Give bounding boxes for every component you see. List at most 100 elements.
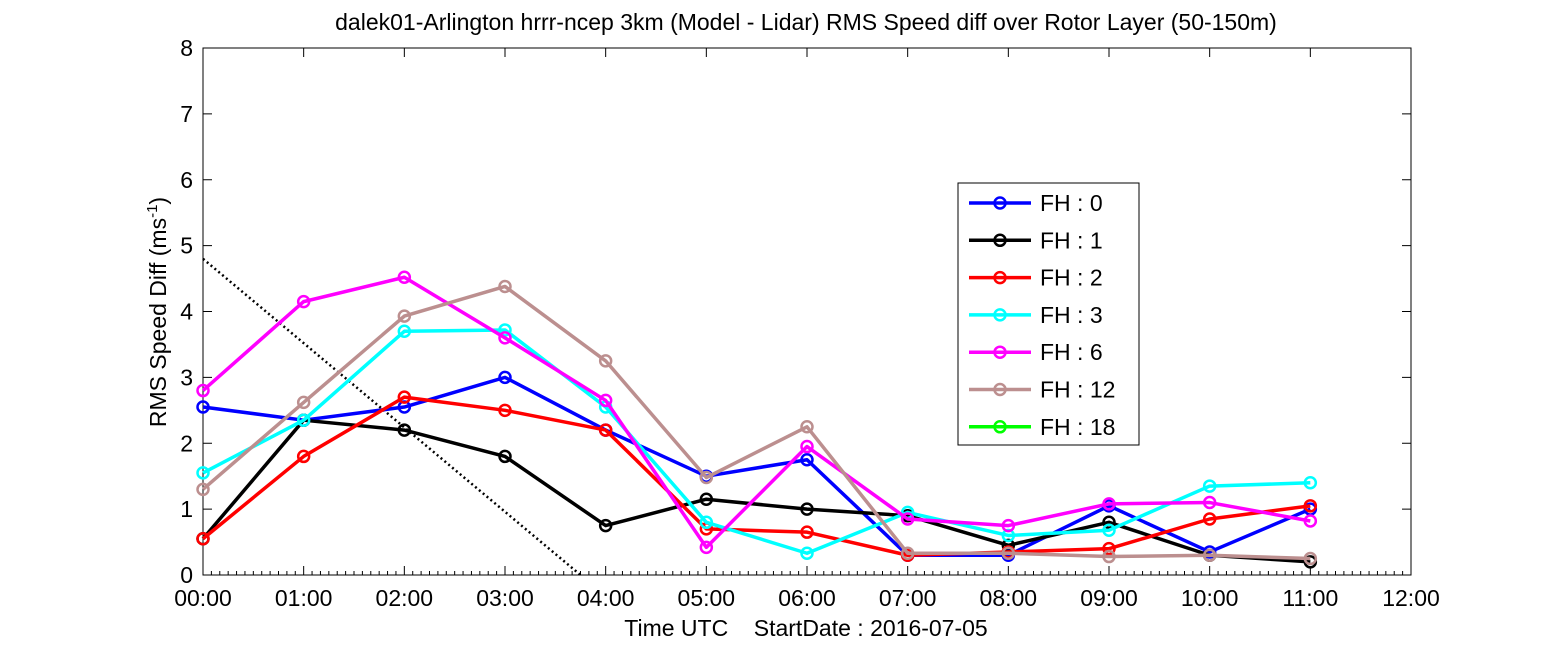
y-tick-label: 6 <box>180 167 193 193</box>
x-tick-label: 06:00 <box>778 585 836 611</box>
data-point <box>1202 548 1217 562</box>
legend-label: FH : 6 <box>1040 339 1103 365</box>
data-point <box>296 395 311 410</box>
data-point <box>1202 495 1217 510</box>
data-point <box>196 482 210 497</box>
data-point <box>598 423 613 437</box>
y-axis-label-main: RMS Speed Diff (ms <box>145 218 171 427</box>
legend-label: FH : 12 <box>1040 377 1115 403</box>
legend-item: FH : 0 <box>969 190 1103 216</box>
x-tick-label: 02:00 <box>376 585 434 611</box>
y-tick-label: 8 <box>180 35 193 61</box>
legend-item: FH : 3 <box>969 302 1103 328</box>
data-point <box>1102 515 1116 530</box>
data-point <box>498 403 512 418</box>
legend-marker <box>993 308 1007 322</box>
data-point <box>900 512 915 526</box>
data-point <box>1102 497 1116 511</box>
data-point <box>598 518 613 533</box>
data-point <box>1202 479 1217 493</box>
series-line <box>201 418 1311 564</box>
legend-marker <box>993 270 1007 285</box>
data-point <box>498 323 512 337</box>
data-point <box>397 270 412 284</box>
series-line <box>201 284 1311 561</box>
x-tick-label: 09:00 <box>1080 585 1138 611</box>
legend-items: FH : 0 FH : 1 FH : 2 FH : 3 FH : 6 FH : 12 FH … <box>969 190 1115 440</box>
legend-item: FH : 1 <box>969 227 1103 253</box>
data-point <box>1303 476 1318 490</box>
data-point <box>498 279 512 294</box>
y-tick-label: 4 <box>180 299 193 325</box>
data-point <box>1102 541 1116 556</box>
x-tick-label: 00:00 <box>174 585 232 611</box>
data-point <box>1102 523 1116 537</box>
data-point <box>800 452 814 467</box>
y-axis-label-suffix: ) <box>145 197 171 205</box>
data-point <box>598 393 613 408</box>
x-tick-label: 01:00 <box>275 585 333 611</box>
data-point <box>1303 499 1318 513</box>
data-point <box>699 515 714 530</box>
data-point <box>1303 551 1318 566</box>
series-line <box>201 275 1311 550</box>
legend-label: FH : 2 <box>1040 265 1103 291</box>
x-tick-label: 08:00 <box>980 585 1038 611</box>
data-point <box>296 449 311 464</box>
data-point <box>397 309 412 323</box>
legend-item: FH : 6 <box>969 339 1103 365</box>
legend-marker <box>993 382 1007 397</box>
data-point <box>800 525 814 539</box>
legend-marker <box>993 233 1007 248</box>
x-tick-label: 04:00 <box>577 585 635 611</box>
data-point <box>397 423 412 437</box>
data-point <box>800 420 814 434</box>
y-tick-label: 0 <box>180 562 193 588</box>
data-point <box>498 331 512 345</box>
series-fh-2 <box>196 390 1318 562</box>
legend-label: FH : 0 <box>1040 190 1103 216</box>
data-point <box>900 546 915 561</box>
data-point <box>1303 514 1318 528</box>
data-point <box>498 449 512 464</box>
legend-label: FH : 1 <box>1040 227 1103 253</box>
data-point <box>1001 546 1016 561</box>
legend-marker <box>993 420 1007 434</box>
data-point <box>296 294 311 309</box>
y-tick-label: 5 <box>180 233 193 259</box>
series-fh-6 <box>196 270 1318 555</box>
data-point <box>397 390 412 404</box>
data-point <box>296 413 311 427</box>
data-point <box>800 546 814 561</box>
legend-marker <box>993 196 1007 210</box>
series-line <box>202 375 1312 557</box>
data-point <box>196 532 210 546</box>
y-tick-label: 7 <box>180 101 193 127</box>
data-point <box>196 466 210 480</box>
series-line <box>201 395 1311 557</box>
legend: FH : 0 FH : 1 FH : 2 FH : 3 FH : 6 FH : 12 FH … <box>957 182 1140 446</box>
series-fh-1 <box>196 413 1318 569</box>
data-point <box>1202 512 1217 526</box>
data-point <box>1001 518 1016 533</box>
series-fh-3 <box>196 323 1318 561</box>
y-axis-label-superscript: -1 <box>144 205 161 218</box>
reference-line <box>202 257 582 576</box>
data-point <box>196 400 210 414</box>
y-tick-label: 2 <box>180 430 193 456</box>
x-tick-labels: 00:00 01:00 02:00 03:00 04:00 05:00 06:00 07:00… <box>174 585 1440 611</box>
series-layer <box>196 270 1318 569</box>
data-point <box>699 470 714 485</box>
legend-item: FH : 18 <box>969 414 1115 440</box>
chart-title: dalek01-Arlington hrrr-ncep 3km (Model -… <box>335 9 1277 35</box>
x-axis-label: Time UTC StartDate : 2016-07-05 <box>624 615 987 641</box>
data-point <box>196 383 210 398</box>
legend-item: FH : 12 <box>969 377 1115 403</box>
axis-ticks <box>202 47 1412 576</box>
data-point <box>800 439 814 454</box>
legend-marker <box>993 345 1007 359</box>
data-point <box>800 502 814 516</box>
data-point <box>498 370 512 385</box>
data-point <box>699 492 714 506</box>
